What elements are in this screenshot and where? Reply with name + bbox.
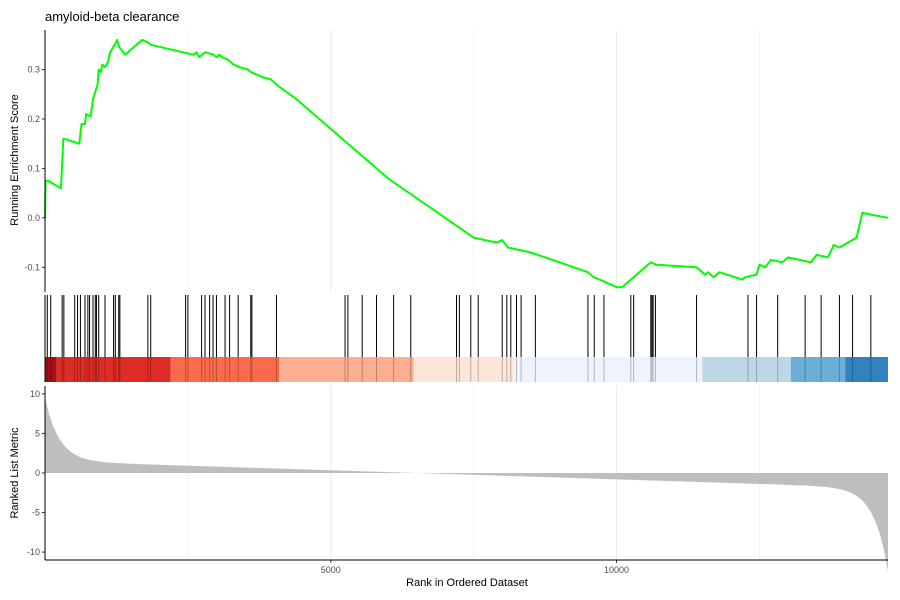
top-panel-grid: [187, 30, 760, 292]
ranked-metric-area: [45, 397, 888, 572]
y-tick-label: -10: [27, 547, 40, 557]
x-axis-title: Rank in Ordered Dataset: [406, 577, 528, 589]
heat-band: [513, 357, 703, 382]
running-score-panel: [44, 38, 889, 289]
y-tick-label: 0.2: [27, 114, 40, 124]
ranked-metric-panel: [45, 397, 888, 572]
heat-band: [845, 357, 888, 382]
chart-title: amyloid-beta clearance: [45, 9, 179, 24]
y-tick-label: 0.3: [27, 65, 40, 75]
heat-band: [702, 357, 791, 382]
heat-band: [413, 357, 514, 382]
x-tick-label: 5000: [321, 565, 341, 575]
rank-heat-bar: [45, 357, 888, 382]
bottom-y-axis-title: Ranked List Metric: [9, 427, 21, 519]
y-tick-label: 0.0: [27, 213, 40, 223]
y-tick-label: 0: [35, 468, 40, 478]
y-tick-label: -0.1: [24, 262, 40, 272]
heat-band: [790, 357, 846, 382]
chart-axes: -0.1 0.0 0.1 0.2 0.3 10 5 0 -5 -10 5000 10000: [24, 30, 888, 575]
running-score-line: [44, 38, 889, 289]
heat-band: [279, 357, 414, 382]
top-y-axis-title: Running Enrichment Score: [9, 94, 21, 225]
y-tick-label: 5: [35, 428, 40, 438]
y-tick-label: 10: [30, 389, 40, 399]
heat-band: [56, 357, 171, 382]
y-tick-label: 0.1: [27, 163, 40, 173]
heat-band: [45, 357, 57, 382]
y-tick-label: -5: [32, 508, 40, 518]
heat-band: [170, 357, 280, 382]
x-tick-label: 10000: [604, 565, 629, 575]
